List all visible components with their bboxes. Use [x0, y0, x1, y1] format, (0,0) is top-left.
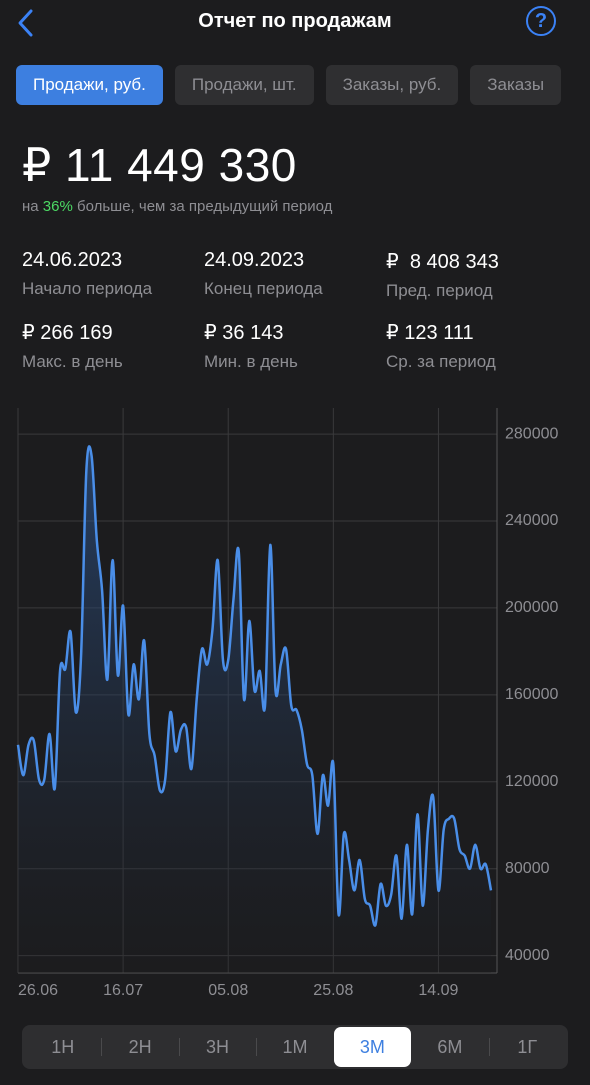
x-tick-label: 25.08 [313, 982, 353, 999]
chart: 40000 80000 120000 160000 200000 240000 280000… [16, 408, 558, 999]
stat-label: Мин. в день [204, 352, 298, 371]
tab[interactable]: Заказы, руб. [325, 65, 459, 105]
back-button[interactable] [14, 8, 38, 38]
stat-value: 24.06.2023 [22, 249, 123, 271]
period-option[interactable]: 1М [256, 1027, 333, 1067]
period-selector: 1Н 2Н 3Н 1М 3М 6М 1Г [22, 1025, 568, 1069]
total-note: на 36% больше, чем за предыдущий период [22, 198, 332, 215]
tab[interactable]: Продажи, руб. [16, 65, 163, 105]
stat-value: ₽ 8 408 343 [386, 251, 499, 273]
help-button[interactable]: ? [526, 6, 556, 36]
y-tick-label: 120000 [505, 773, 558, 790]
note-text: на [22, 198, 43, 215]
y-tick-label: 80000 [505, 860, 550, 877]
y-tick-label: 240000 [505, 512, 558, 529]
period-option[interactable]: 6М [437, 1037, 463, 1057]
period-option[interactable]: 2Н [101, 1027, 178, 1067]
y-tick-label: 160000 [505, 686, 558, 703]
stat-label: Макс. в день [22, 352, 123, 371]
stat: 24.09.2023 Конец периода [204, 249, 384, 299]
period-option[interactable]: 1Н [51, 1037, 75, 1057]
line-series [16, 445, 493, 927]
note-percent: 36% [42, 198, 73, 215]
stat-value: ₽ 36 143 [204, 322, 284, 344]
stat-value: ₽ 123 111 [386, 322, 474, 344]
stat: ₽ 266 169 Макс. в день [22, 320, 202, 372]
y-tick-label: 40000 [505, 947, 550, 964]
x-tick-label: 16.07 [103, 982, 143, 999]
x-tick-label: 26.06 [18, 982, 58, 999]
stat: ₽ 8 408 343 Пред. период [386, 249, 566, 301]
stat-label: Начало периода [22, 279, 153, 298]
y-tick-label: 280000 [505, 425, 558, 442]
tab[interactable]: Заказы [470, 65, 562, 105]
area-fill [18, 446, 491, 973]
period-option[interactable]: 1Г [488, 1027, 566, 1067]
stat-label: Конец периода [204, 279, 323, 298]
period-option[interactable]: 3М [333, 1027, 412, 1067]
stat-label: Пред. период [386, 281, 493, 300]
page-title: Отчет по продажам [198, 10, 392, 32]
x-tick-label: 05.08 [208, 982, 248, 999]
stat-label: Ср. за период [386, 352, 496, 371]
stat: ₽ 36 143 Мин. в день [204, 320, 384, 372]
x-tick-label: 14.09 [418, 982, 458, 999]
y-tick-label: 200000 [505, 599, 558, 616]
tab[interactable]: Продажи, шт. [174, 65, 314, 105]
tab-bar: Продажи, руб. Продажи, шт. Заказы, руб. Зак… [16, 65, 590, 105]
stat: 24.06.2023 Начало периода [22, 249, 202, 299]
total-value: ₽ 11 449 330 [22, 139, 297, 191]
period-option[interactable]: 3Н [178, 1027, 256, 1067]
stat-value: 24.09.2023 [204, 249, 305, 271]
stat: ₽ 123 111 Ср. за период [386, 320, 566, 372]
stat-value: ₽ 266 169 [22, 322, 113, 344]
note-text: больше, чем за предыдущий период [72, 198, 333, 215]
